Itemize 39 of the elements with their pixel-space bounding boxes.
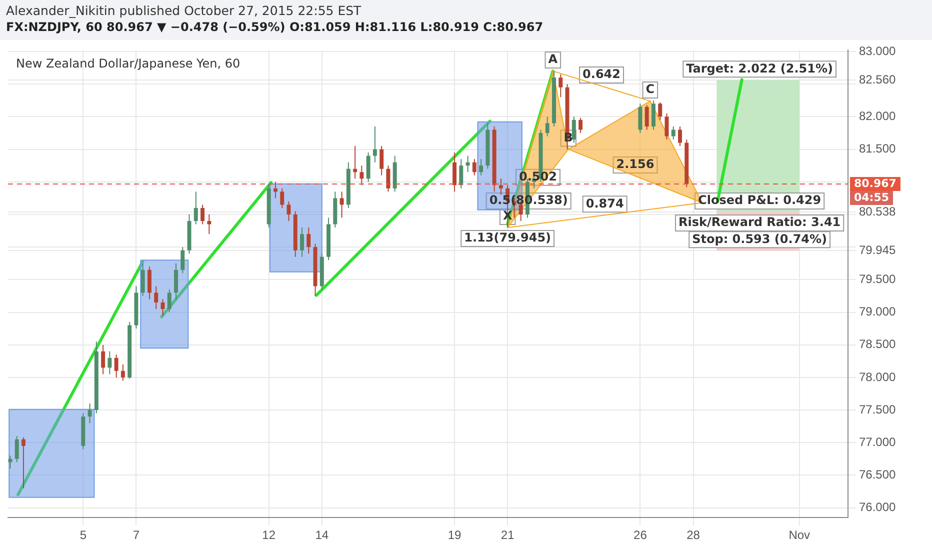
x-tick-label: 28: [686, 528, 700, 542]
y-tick-label: 82.000: [859, 109, 896, 124]
annotation: Stop: 0.593 (0.74%): [692, 232, 828, 246]
x-tick-label: 5: [80, 528, 87, 542]
chart-subtitle: FX:NZDJPY, 60 80.967 ▼ −0.478 (−0.59%) O:81.059 H:81.116 L:80.919 C:80.967: [6, 19, 544, 36]
text: 04:55: [854, 190, 890, 204]
y-tick-label: 78.000: [859, 370, 896, 384]
annotation: A: [548, 52, 558, 66]
y-tick-label: 77.000: [859, 434, 896, 449]
annotation: B: [564, 130, 573, 144]
x-tick-label: 14: [315, 528, 329, 542]
annotation: Target: 2.022 (2.51%): [686, 61, 833, 76]
ref-line-label: 80.967: [854, 176, 896, 190]
x-tick-label: 12: [262, 528, 276, 542]
y-tick-label: 80.538: [859, 204, 896, 218]
y-tick-label: 79.000: [859, 304, 896, 319]
annotation: 0.874: [586, 196, 624, 210]
annotation: X: [502, 208, 513, 223]
y-tick-label: 81.500: [859, 142, 896, 156]
y-tick-label: 76.500: [859, 468, 896, 482]
annotation: New Zealand Dollar/Japanese Yen, 60: [16, 56, 240, 70]
annotation: 2.156: [616, 157, 654, 172]
annotation: 0.642: [582, 67, 621, 82]
y-tick-label: 79.500: [859, 272, 896, 286]
annotation: Risk/Reward Ratio: 3.41: [678, 215, 841, 230]
x-tick-label: Nov: [788, 528, 810, 542]
y-tick-label: 76.000: [859, 500, 896, 514]
y-tick-label: 82.560: [859, 72, 896, 86]
y-tick-label: 83.000: [859, 44, 896, 58]
chart-title: Alexander_Nikitin published October 27, 2015 22:55 EST: [6, 2, 362, 19]
x-tick-label: 26: [634, 528, 648, 542]
annotation: 1.13(79.945): [464, 230, 552, 245]
annotation: C: [646, 82, 655, 96]
x-tick-label: 19: [448, 528, 462, 542]
y-tick-label: 78.500: [859, 337, 896, 352]
y-tick-label: 77.500: [859, 402, 896, 416]
y-tick-label: 79.945: [859, 242, 896, 257]
x-tick-label: 21: [500, 528, 515, 542]
x-tick-label: 7: [132, 528, 140, 542]
